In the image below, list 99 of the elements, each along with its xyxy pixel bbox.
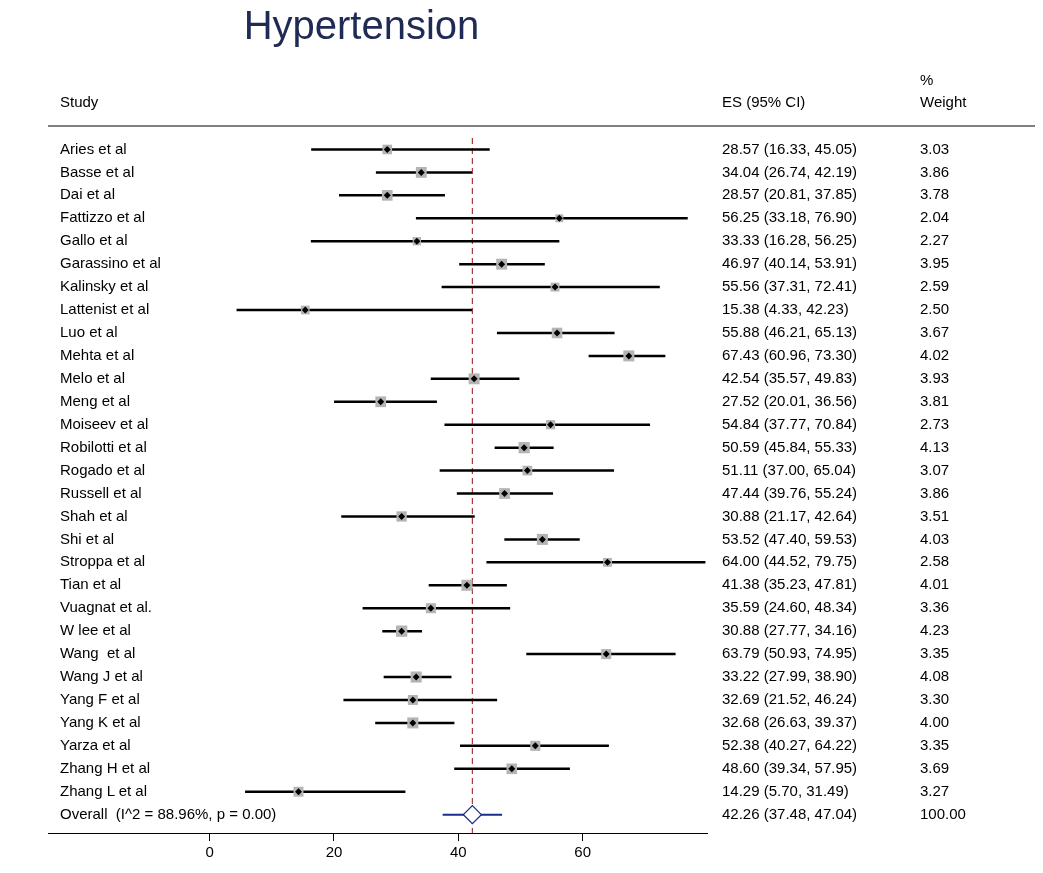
x-tick-label: 20 [325,843,343,861]
y-tick-label: Yang F et al [60,690,140,708]
text: 2.50 [920,300,950,318]
text: 28.57 (16.33, 45.05) [722,139,858,157]
text: 34.04 (26.74, 42.19) [722,162,858,180]
text: 2.73 [920,414,950,432]
text: 48.60 (39.34, 57.95) [722,758,858,776]
text: 4.02 [920,346,950,364]
y-tick-label: Dai et al [60,185,116,203]
y-tick-label: Stroppa et al [60,552,146,570]
chart-title: Hypertension [243,3,480,48]
text: 4.23 [920,621,950,639]
y-tick-label: Russell et al [60,483,142,501]
text: 51.11 (37.00, 65.04) [722,460,856,478]
text: 3.07 [920,460,950,478]
text: 35.59 (24.60, 48.34) [722,598,858,616]
x-tick-label: 40 [449,843,467,861]
text: 3.93 [920,368,950,386]
text: 3.51 [920,506,950,524]
text: 46.97 (40.14, 53.91) [722,254,858,272]
text: 3.35 [920,644,950,662]
y-tick-label: Rogado et al [60,460,146,478]
text: 42.54 (35.57, 49.83) [722,368,858,386]
text: 3.35 [920,735,950,753]
text: 3.95 [920,254,950,272]
y-axis-title: Study [60,93,99,111]
y-tick-label: Meng et al [60,391,131,409]
y-tick-label: Fattizzo et al [60,208,146,226]
y-tick-label: Kalinsky et al [60,277,149,295]
text: 3.86 [920,162,950,180]
y-tick-label: Yang K et al [60,713,141,731]
text: 27.52 (20.01, 36.56) [722,391,858,409]
text: 32.68 (26.63, 39.37) [722,713,858,731]
text: 3.27 [920,781,950,799]
text: 54.84 (37.77, 70.84) [722,414,858,432]
y-tick-label: Mehta et al [60,346,135,364]
y-tick-label: Shi et al [60,529,115,547]
text: 100.00 [920,804,966,822]
text: 64.00 (44.52, 79.75) [722,552,858,570]
text: 55.56 (37.31, 72.41) [722,277,858,295]
y-tick-label: Wang J et al [60,667,143,685]
y-tick-label: Robilotti et al [60,437,147,455]
text: 53.52 (47.40, 59.53) [722,529,858,547]
text: 3.78 [920,185,950,203]
text: 3.30 [920,690,950,708]
text: 4.13 [920,437,950,455]
text: 14.29 (5.70, 31.49) [722,781,849,799]
text: 30.88 (21.17, 42.64) [722,506,858,524]
text: 3.86 [920,483,950,501]
text: 3.67 [920,323,950,341]
y-tick-label: Wang et al [60,644,136,662]
text: 33.22 (27.99, 38.90) [722,667,858,685]
y-tick-label: Vuagnat et al. [60,598,153,616]
text: 3.36 [920,598,950,616]
y-tick-label: Gallo et al [60,231,128,249]
text: 4.00 [920,713,950,731]
text: 2.27 [920,231,950,249]
text: 2.04 [920,208,950,226]
point [462,805,483,825]
text: 52.38 (40.27, 64.22) [722,735,858,753]
x-tick-label: 60 [574,843,591,861]
text: 4.08 [920,667,950,685]
text: 3.03 [920,139,950,157]
text: 4.01 [920,575,950,593]
text: 2.59 [920,277,950,295]
text: 56.25 (33.18, 76.90) [722,208,858,226]
text: 4.03 [920,529,950,547]
text: 41.38 (35.23, 47.81) [722,575,858,593]
y-tick-label: Luo et al [60,323,118,341]
y-tick-label: Aries et al [60,139,127,157]
text: 67.43 (60.96, 73.30) [722,346,858,364]
y-tick-label: Tian et al [60,575,122,593]
y-tick-label: Garassino et al [60,254,161,272]
text: 30.88 (27.77, 34.16) [722,621,858,639]
text: 15.38 (4.33, 42.23) [722,300,849,318]
text: 55.88 (46.21, 65.13) [722,323,858,341]
y-tick-label: Zhang L et al [60,781,148,799]
y-tick-label: Shah et al [60,506,128,524]
y-tick-label: Lattenist et al [60,300,150,318]
text: % Weight [920,71,968,111]
y-tick-label: Overall (I^2 = 88.96%, p = 0.00) [60,804,277,822]
y-tick-label: Moiseev et al [60,414,149,432]
text: 32.69 (21.52, 46.24) [722,690,858,708]
y-tick-label: Zhang H et al [60,758,151,776]
text: ES (95% CI) [722,93,806,111]
text: 63.79 (50.93, 74.95) [722,644,858,662]
x-tick-label: 0 [205,843,214,861]
text: 50.59 (45.84, 55.33) [722,437,858,455]
y-tick-label: Melo et al [60,368,126,386]
y-tick-label: W lee et al [60,621,131,639]
y-tick-label: Yarza et al [60,735,131,753]
text: 47.44 (39.76, 55.24) [722,483,858,501]
text: 33.33 (16.28, 56.25) [722,231,858,249]
text: 42.26 (37.48, 47.04) [722,804,858,822]
text: 28.57 (20.81, 37.85) [722,185,858,203]
text: 2.58 [920,552,950,570]
text: 3.81 [920,391,950,409]
text: 3.69 [920,758,950,776]
y-tick-label: Basse et al [60,162,135,180]
